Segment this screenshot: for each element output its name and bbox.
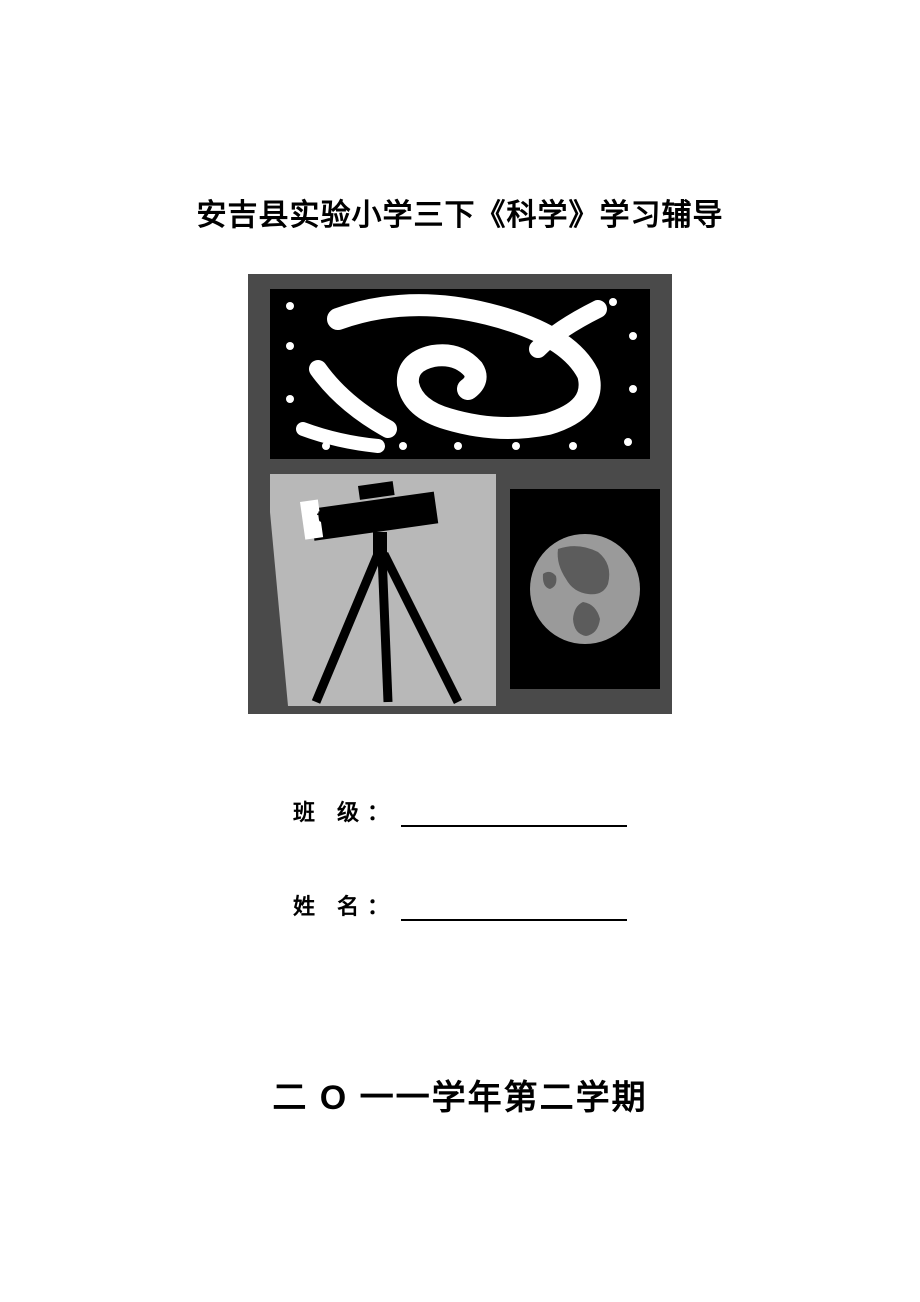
class-input-line[interactable] (401, 825, 627, 827)
name-label: 姓 名： (293, 889, 397, 921)
page-title: 安吉县实验小学三下《科学》学习辅导 (0, 190, 920, 234)
form-fields: 班 级： 姓 名： (0, 795, 920, 983)
telescope-panel: to. (270, 474, 496, 706)
earth-panel (510, 489, 660, 689)
science-illustration: to. (248, 274, 672, 714)
galaxy-panel (270, 289, 650, 459)
name-field-row: 姓 名： (0, 889, 920, 921)
class-label: 班 级： (293, 795, 397, 827)
svg-text:to.: to. (316, 506, 338, 526)
semester-text: 二 O 一一学年第二学期 (0, 1070, 920, 1119)
name-input-line[interactable] (401, 919, 627, 921)
class-field-row: 班 级： (0, 795, 920, 827)
